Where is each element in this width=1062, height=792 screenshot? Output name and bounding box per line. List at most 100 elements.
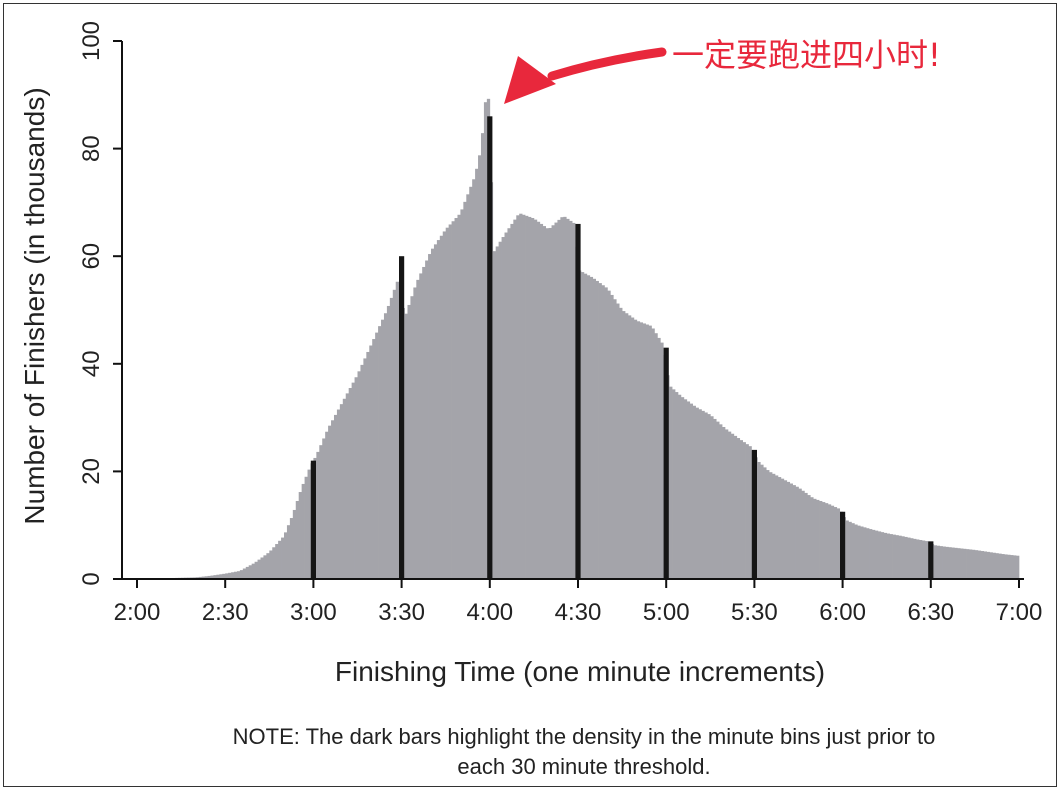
annotation: 一定要跑进四小时!: [504, 36, 941, 104]
x-tick-label: 5:00: [643, 599, 690, 626]
distribution-bar: [760, 464, 764, 579]
y-tick-label: 100: [78, 21, 105, 61]
distribution-bar: [357, 371, 361, 579]
distribution-bar: [889, 534, 893, 579]
distribution-bar: [816, 499, 820, 579]
distribution-bar: [513, 219, 517, 579]
distribution-bar: [860, 526, 864, 579]
distribution-bar: [284, 532, 288, 579]
distribution-bar: [604, 287, 608, 579]
distribution-bar: [1010, 555, 1014, 579]
distribution-bar: [851, 523, 855, 579]
distribution-bar: [407, 304, 411, 579]
distribution-bar: [713, 418, 717, 579]
distribution-bar: [410, 296, 414, 579]
distribution-bar: [1001, 554, 1005, 579]
distribution-bar: [586, 275, 591, 579]
distribution-bar: [451, 221, 455, 580]
distribution-bar: [301, 483, 305, 579]
distribution-bar: [795, 486, 799, 579]
x-tick-label: 7:00: [996, 599, 1043, 626]
distribution-bar: [769, 472, 773, 579]
distribution-bar: [598, 283, 602, 579]
distribution-bar: [736, 438, 741, 579]
distribution-bar: [792, 485, 796, 579]
distribution-bar: [386, 305, 391, 579]
distribution-bar: [286, 525, 291, 579]
distribution-bar: [642, 323, 646, 579]
distribution-bar: [936, 545, 940, 579]
x-tick-label: 4:00: [466, 599, 513, 626]
distribution-bar: [530, 218, 535, 579]
distribution-bar: [436, 240, 441, 579]
distribution-bar: [730, 433, 735, 579]
distribution-bar: [580, 272, 585, 579]
distribution-bar: [275, 544, 279, 579]
distribution-bar: [645, 324, 649, 579]
distribution-bar: [504, 232, 508, 579]
distribution-bar: [475, 168, 479, 579]
distribution-bar: [774, 475, 779, 579]
distribution-bar: [510, 223, 514, 580]
distribution-bar: [210, 575, 214, 579]
distribution-bar: [639, 322, 644, 579]
distribution-bar: [254, 561, 258, 579]
distribution-bar: [830, 505, 835, 579]
distribution-bar: [945, 546, 949, 579]
distribution-bar: [483, 102, 488, 579]
distribution-bar: [307, 469, 311, 579]
distribution-bar: [207, 575, 211, 579]
distribution-bar: [954, 547, 958, 579]
distribution-bar: [716, 421, 720, 579]
distribution-bar: [627, 315, 632, 579]
distribution-bar: [836, 508, 841, 579]
distribution-bar: [824, 503, 829, 579]
distribution-bar: [592, 278, 596, 579]
distribution-bar: [495, 246, 499, 579]
distribution-bar: [683, 399, 688, 579]
distribution-bar: [228, 572, 232, 579]
distribution-bar: [974, 550, 979, 579]
distribution-bar: [213, 575, 217, 579]
distribution-bar: [425, 260, 429, 579]
note-line-2: each 30 minute threshold.: [457, 754, 711, 779]
distribution-bar: [625, 313, 629, 579]
chart-note: NOTE: The dark bars highlight the densit…: [124, 722, 1044, 782]
distribution-bar: [216, 574, 220, 579]
distribution-bar: [977, 550, 982, 579]
distribution-bar: [551, 225, 555, 579]
y-tick-label: 80: [78, 135, 105, 162]
distribution-bar: [654, 333, 658, 579]
distribution-bar: [257, 559, 261, 579]
threshold-bar: [575, 223, 581, 580]
annotation-text: 一定要跑进四小时!: [672, 36, 941, 74]
distribution-bar: [863, 527, 867, 579]
distribution-bar: [748, 446, 752, 579]
distribution-bar: [772, 473, 776, 579]
distribution-bar: [895, 535, 899, 579]
distribution-bar: [360, 364, 364, 579]
distribution-bar: [677, 394, 682, 579]
y-tick-label: 0: [78, 572, 105, 585]
distribution-bar: [416, 279, 420, 579]
distribution-bar: [739, 440, 743, 579]
y-tick-label: 40: [78, 350, 105, 377]
distribution-bar: [445, 227, 449, 579]
distribution-bar: [813, 498, 817, 579]
distribution-bar: [898, 535, 902, 579]
histogram-chart: 0 20 40 60 80 100 2:00 2:30 3:00 3:30 4:00 4:30 5:00…: [19, 21, 1043, 687]
x-tick-label: 2:30: [202, 599, 249, 626]
distribution-bar: [478, 155, 482, 579]
distribution-bar: [248, 565, 253, 579]
distribution-bar: [289, 518, 294, 579]
y-tick-label: 60: [78, 243, 105, 270]
threshold-bar: [399, 256, 405, 579]
distribution-bar: [780, 478, 785, 579]
distribution-bar: [328, 425, 332, 579]
distribution-bar: [501, 237, 505, 579]
distribution-bar: [651, 328, 655, 579]
distribution-bar: [924, 541, 929, 579]
distribution-bar: [278, 540, 282, 579]
distribution-bar: [901, 536, 905, 579]
distribution-bar: [389, 297, 394, 579]
